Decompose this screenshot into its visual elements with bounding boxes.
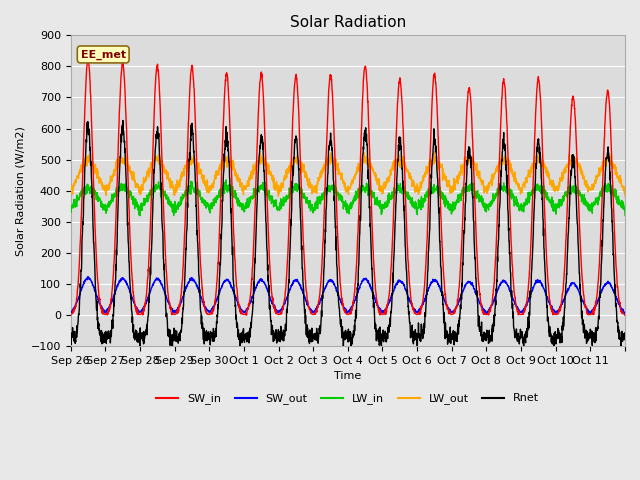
LW_out	[122, 161, 130, 167]
Line: SW_out: SW_out	[70, 276, 625, 315]
SW_in	[123, 124, 131, 130]
Rnet	[413, 347, 421, 352]
Y-axis label: Solar Radiation (W/m2): Solar Radiation (W/m2)	[15, 126, 25, 256]
LW_out	[515, 186, 523, 192]
LW_out	[67, 183, 74, 189]
LW_in	[67, 205, 74, 211]
SW_out	[67, 310, 74, 315]
Rnet	[547, 333, 554, 339]
SW_out	[614, 298, 621, 303]
LW_out	[275, 193, 282, 199]
SW_out	[84, 274, 92, 279]
LW_in	[515, 206, 523, 212]
SW_out	[381, 307, 389, 312]
LW_in	[547, 199, 554, 204]
Line: LW_out: LW_out	[70, 152, 625, 196]
LW_out	[621, 193, 629, 199]
Line: SW_in: SW_in	[70, 59, 625, 315]
LW_in	[381, 204, 389, 210]
Line: Rnet: Rnet	[70, 120, 625, 349]
SW_out	[242, 308, 250, 313]
SW_out	[515, 308, 523, 314]
SW_out	[122, 279, 130, 285]
Legend: SW_in, SW_out, LW_in, LW_out, Rnet: SW_in, SW_out, LW_in, LW_out, Rnet	[152, 389, 544, 409]
SW_in	[515, 311, 523, 316]
LW_in	[222, 177, 230, 183]
Title: Solar Radiation: Solar Radiation	[290, 15, 406, 30]
LW_out	[614, 173, 621, 179]
LW_in	[136, 213, 144, 218]
SW_out	[547, 301, 554, 307]
Rnet	[119, 118, 127, 123]
SW_in	[614, 284, 621, 289]
LW_out	[430, 149, 438, 155]
SW_in	[621, 312, 629, 318]
Text: EE_met: EE_met	[81, 49, 125, 60]
LW_in	[122, 189, 130, 194]
LW_in	[621, 213, 629, 218]
LW_in	[614, 195, 621, 201]
LW_in	[243, 206, 250, 212]
SW_in	[243, 311, 250, 316]
LW_out	[547, 177, 554, 183]
Rnet	[381, 328, 389, 334]
SW_in	[547, 302, 554, 308]
X-axis label: Time: Time	[334, 372, 362, 381]
Rnet	[122, 179, 130, 184]
SW_in	[104, 312, 111, 318]
LW_out	[242, 186, 250, 192]
LW_out	[381, 185, 389, 191]
SW_in	[84, 56, 92, 62]
Rnet	[621, 331, 629, 337]
Rnet	[515, 336, 523, 342]
Rnet	[67, 337, 74, 343]
Rnet	[242, 331, 250, 337]
Rnet	[614, 321, 621, 326]
Line: LW_in: LW_in	[70, 180, 625, 216]
SW_in	[381, 310, 389, 315]
SW_out	[621, 312, 629, 318]
SW_in	[67, 312, 74, 317]
